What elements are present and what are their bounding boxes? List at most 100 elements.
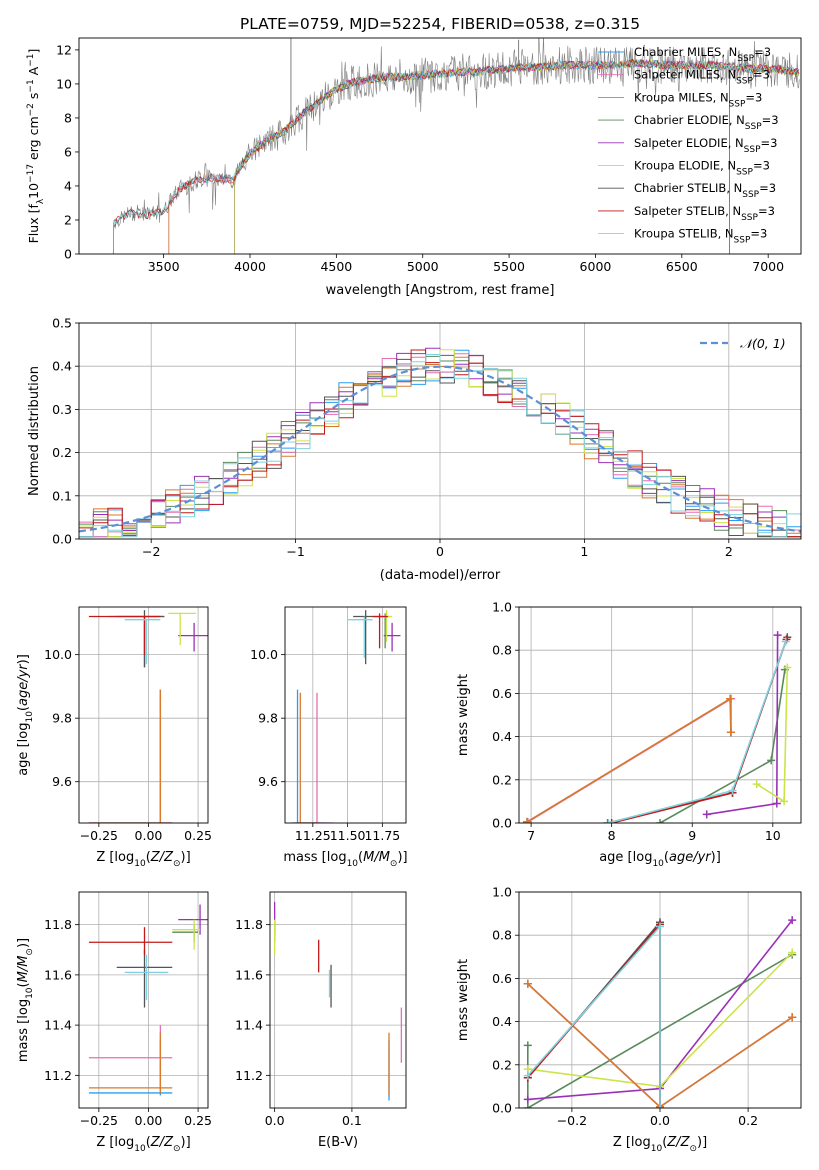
y-tick-label: 11.2 [44, 1068, 72, 1083]
mass-weight-line [526, 697, 732, 823]
x-tick-label: −0.25 [80, 1113, 118, 1128]
y-tick-label: 11.4 [44, 1018, 72, 1033]
y-tick-label: 9.6 [258, 774, 278, 789]
x-tick-label: 7 [527, 828, 535, 843]
y-tick-label: 11.8 [44, 917, 72, 932]
legend-label: Salpeter MILES, NSSP=3 [634, 68, 770, 87]
x-tick-label: −1 [286, 544, 304, 559]
figure-title: PLATE=0759, MJD=52254, FIBERID=0538, z=0… [240, 15, 640, 33]
y-axis-label: mass weight [456, 959, 471, 1041]
y-tick-label: 8 [64, 110, 72, 125]
mass-weight-marker [523, 1041, 532, 1050]
legend-label: Salpeter ELODIE, NSSP=3 [634, 136, 777, 155]
y-axis-label: mass weight [456, 674, 471, 756]
x-tick-label: 8 [608, 828, 616, 843]
y-tick-label: 0 [64, 247, 72, 262]
mass-weight-marker [788, 948, 797, 957]
axes-frame [78, 891, 209, 1109]
mass-weight-line [527, 924, 661, 1108]
mass-weight-marker [772, 799, 781, 808]
x-tick-label: 5500 [493, 259, 525, 274]
x-tick-label: 5000 [407, 259, 439, 274]
mass-weight-marker [523, 1095, 532, 1104]
y-tick-label: 0.0 [52, 532, 72, 547]
y-tick-label: 10 [56, 76, 72, 91]
panel-spectrum: 3500 4000 4500 5000 5500 6000 6500 7000 0 2 4 6 8 10 1… [26, 37, 802, 298]
x-axis-label: (data-model)/error [380, 568, 501, 583]
y-tick-label: 11.2 [235, 1068, 263, 1083]
x-axis-label: age [log10(age/yr)] [599, 850, 721, 869]
mass-weight-marker [523, 817, 532, 823]
x-tick-label: −0.2 [557, 1113, 587, 1128]
y-tick-label: 9.8 [258, 711, 278, 726]
model-spectrum-line [113, 59, 800, 254]
x-tick-label: 6000 [580, 259, 612, 274]
y-tick-label: 0.3 [52, 402, 72, 417]
mass-weight-marker [604, 819, 613, 823]
y-tick-label: 1.0 [492, 885, 512, 900]
y-tick-label: 0.4 [492, 729, 512, 744]
legend-label: Chabrier MILES, NSSP=3 [634, 45, 771, 64]
model-spectrum-line [113, 58, 800, 254]
y-tick-label: 0.1 [52, 488, 72, 503]
x-tick-label: 0.00 [135, 1113, 163, 1128]
legend-label: Kroupa ELODIE, NSSP=3 [634, 159, 770, 178]
x-axis-label: Z [log10(Z/Z⊙)] [96, 850, 190, 869]
model-spectrum-line [234, 59, 800, 254]
x-tick-label: 0.2 [738, 1113, 758, 1128]
x-tick-label: 3500 [148, 259, 180, 274]
panel-mass-vs-Z: −0.25 0.00 0.25 11.2 11.4 11.6 11.8 Z [log10(Z/… [16, 891, 212, 1154]
x-tick-label: 0 [436, 544, 444, 559]
x-tick-label: 10 [765, 828, 781, 843]
mass-weight-marker [656, 819, 664, 823]
x-tick-label: 11.50 [330, 828, 366, 843]
y-tick-label: 12 [56, 42, 72, 57]
mass-weight-marker [783, 663, 792, 672]
y-tick-label: 0.0 [492, 816, 512, 831]
x-tick-label: 0.0 [265, 1113, 285, 1128]
y-tick-label: 0.2 [52, 445, 72, 460]
y-tick-label: 4 [64, 178, 72, 193]
plot-area [111, 38, 800, 254]
x-tick-label: 9 [688, 828, 696, 843]
y-tick-label: 0.4 [52, 359, 72, 374]
y-tick-label: 1.0 [492, 600, 512, 615]
y-tick-label: 2 [64, 212, 72, 227]
y-tick-label: 10.0 [44, 647, 72, 662]
y-axis-label: age [log10(age/yr)] [16, 654, 35, 776]
mass-weight-line [659, 669, 786, 823]
panel-mass-vs-EBV: 0.0 0.1 11.2 11.4 11.6 11.8 E(B-V) [235, 891, 407, 1150]
y-tick-label: 11.8 [235, 917, 263, 932]
x-axis-label: Z [log10(Z/Z⊙)] [613, 1135, 707, 1154]
mass-weight-line [608, 641, 787, 823]
x-tick-label: 7000 [752, 259, 784, 274]
x-tick-label: 11.25 [295, 828, 331, 843]
mass-weight-marker [781, 637, 790, 646]
legend-label: Kroupa MILES, NSSP=3 [634, 90, 762, 109]
axes-frame [518, 606, 802, 824]
x-tick-label: 11.75 [364, 828, 400, 843]
axes-frame [284, 606, 407, 824]
y-tick-label: 0.0 [492, 1101, 512, 1116]
x-tick-label: −2 [142, 544, 160, 559]
mass-weight-marker [767, 756, 776, 765]
x-tick-label: 2 [725, 544, 733, 559]
y-tick-label: 0.6 [492, 971, 512, 986]
model-spectrum-line [113, 58, 800, 254]
normal-curve [79, 365, 801, 533]
x-tick-label: 4500 [320, 259, 352, 274]
plot-area [88, 610, 208, 823]
y-tick-label: 9.8 [52, 711, 72, 726]
mass-weight-marker [780, 797, 789, 806]
x-tick-label: 0.00 [135, 828, 163, 843]
y-tick-label: 0.4 [492, 1014, 512, 1029]
model-spectrum-line [234, 58, 800, 254]
mass-weight-marker [607, 819, 616, 823]
axes-frame [78, 37, 802, 255]
y-tick-label: 0.5 [52, 316, 72, 331]
mass-weight-marker [788, 1013, 797, 1022]
x-tick-label: 4000 [234, 259, 266, 274]
x-tick-label: 1 [580, 544, 588, 559]
x-tick-label: 0.25 [184, 828, 212, 843]
